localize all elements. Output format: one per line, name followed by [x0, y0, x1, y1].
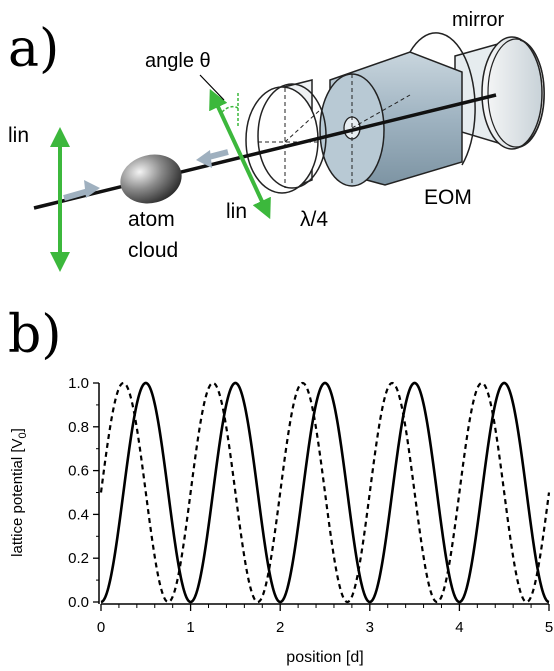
y-tick-label: 0.6	[68, 463, 89, 480]
x-tick-label: 1	[186, 619, 194, 636]
beam-arrow-right	[63, 180, 100, 201]
panel-a: a)	[8, 9, 545, 272]
panel-b: b) 0.0 0.2 0.4 0.6 0.8 1.0 0 1 2 3 4 5 position [d…	[8, 305, 553, 666]
series-solid-line	[100, 381, 550, 604]
x-tick-label: 2	[276, 619, 284, 636]
x-tick-label: 5	[545, 619, 553, 636]
mirror-label: mirror	[452, 9, 505, 31]
x-tick-label: 3	[366, 619, 374, 636]
x-tick-label: 0	[97, 619, 105, 636]
panel-b-label: b)	[8, 305, 62, 365]
atom-cloud-label-line2: cloud	[128, 239, 178, 262]
lin-polarization-arrow-rotated	[209, 88, 271, 220]
y-tick-label: 0.0	[68, 594, 89, 611]
quarter-wave-plate	[245, 79, 327, 194]
lin-label-left: lin	[8, 124, 29, 147]
lin-label-bottom: lin	[226, 200, 247, 223]
atom-cloud-label-line1: atom	[128, 208, 175, 231]
x-axis-label: position [d]	[286, 649, 363, 666]
angle-arc	[221, 105, 239, 113]
eom-crystal	[319, 32, 476, 187]
y-tick-label: 0.8	[68, 419, 89, 436]
eom-label: EOM	[424, 186, 472, 209]
panel-a-label: a)	[8, 19, 59, 79]
y-axis-label: lattice potential [V0]	[9, 428, 29, 557]
mirror	[454, 36, 545, 150]
x-tick-label: 4	[455, 619, 463, 636]
quarter-wave-label: λ/4	[300, 208, 328, 231]
y-tick-label: 0.4	[68, 506, 89, 523]
y-tick-label: 0.2	[68, 550, 89, 567]
angle-theta-label: angle θ	[145, 50, 211, 72]
atom-cloud	[120, 154, 182, 204]
lattice-potential-chart: 0.0 0.2 0.4 0.6 0.8 1.0 0 1 2 3 4 5 position [d] l…	[9, 375, 553, 666]
angle-leader-line	[199, 74, 225, 101]
y-tick-label: 1.0	[68, 375, 89, 392]
